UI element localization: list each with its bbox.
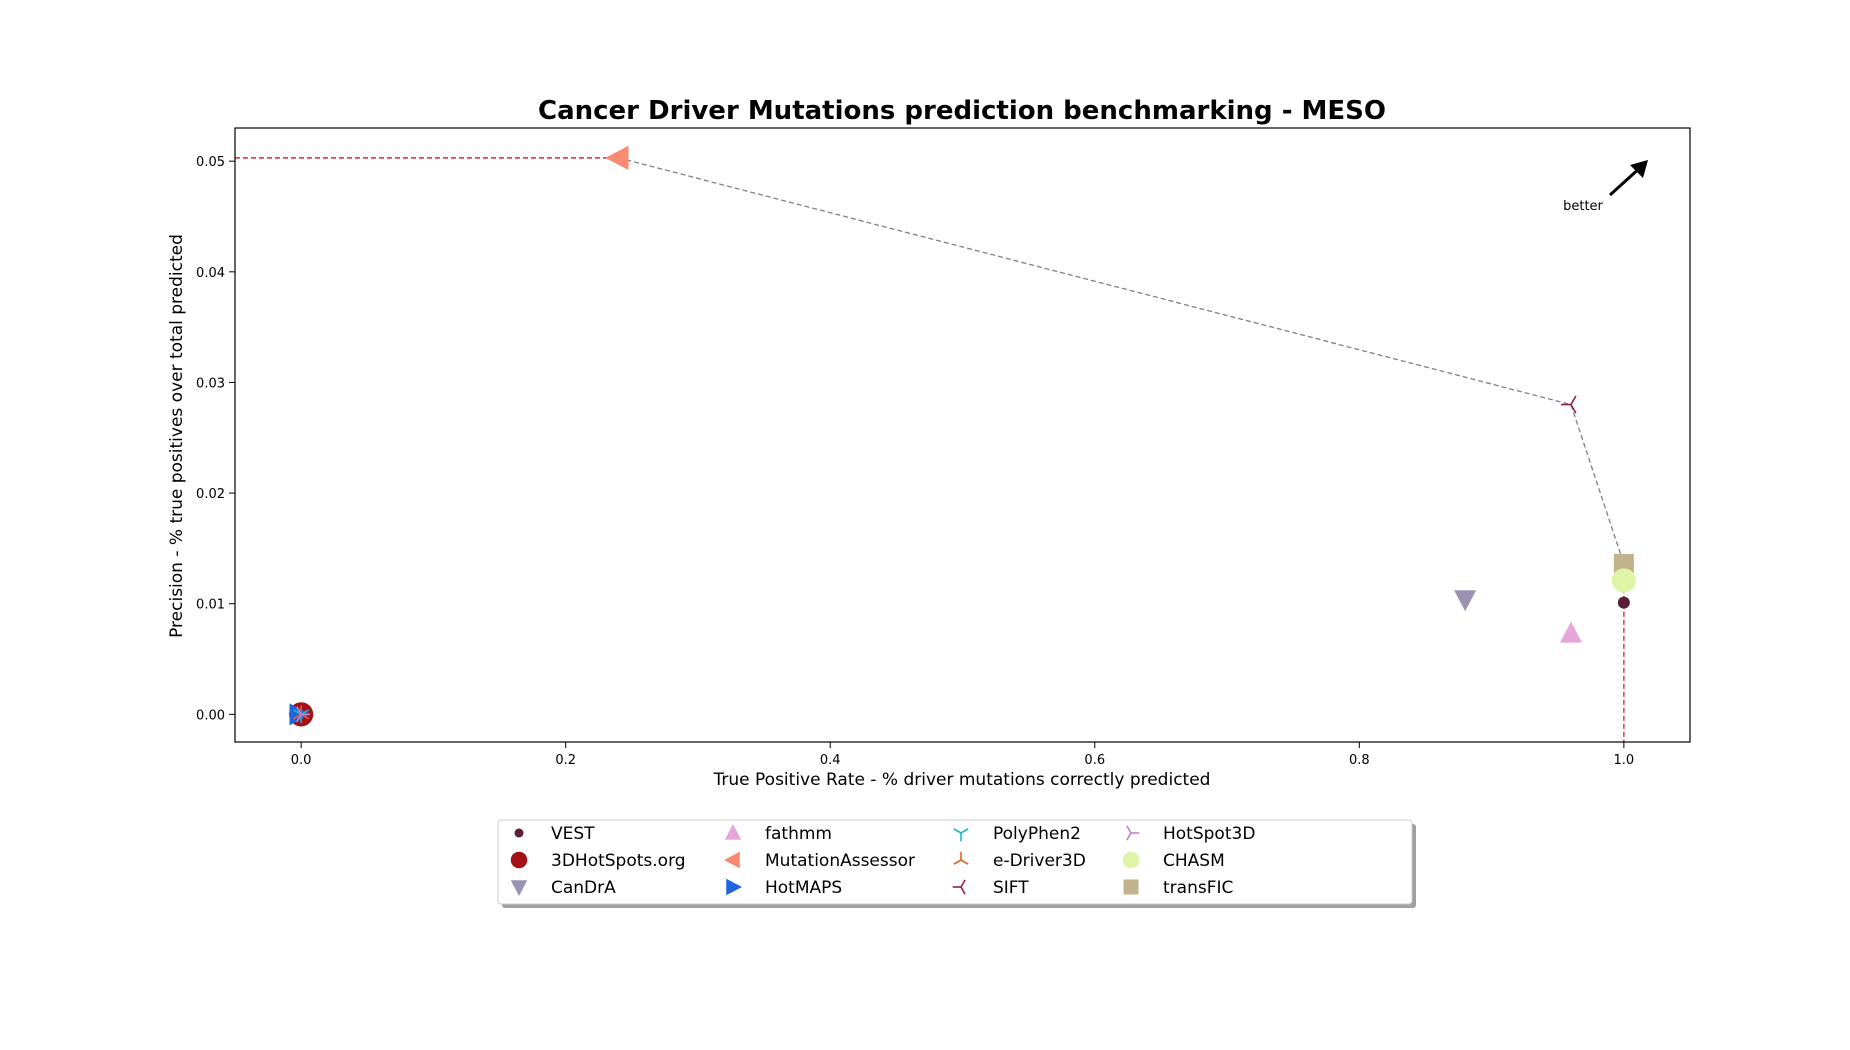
data-point-hotspot3d	[296, 706, 310, 723]
y-tick-label: 0.04	[196, 266, 225, 281]
plot-area: 0.0 0.2 0.4 0.6 0.8 1.0 0.00 0.01 0.02 0.03 0.04 0.…	[196, 127, 1691, 768]
legend-label-transfic: transFIC	[1163, 878, 1233, 898]
x-tick-label: 1.0	[1614, 753, 1635, 768]
legend-label-hotmaps: HotMAPS	[765, 878, 842, 898]
y-tick-label: 0.00	[196, 708, 225, 723]
legend-marker-mutationassessor	[724, 851, 740, 869]
data-point-fathmm	[1559, 621, 1582, 643]
x-axis-label: True Positive Rate - % driver mutations …	[713, 770, 1211, 790]
legend-label-polyphen2: PolyPhen2	[993, 824, 1081, 844]
legend-marker-sift	[952, 879, 966, 895]
legend-marker-transfic	[1123, 879, 1139, 895]
y-tick-label: 0.05	[196, 155, 225, 170]
x-tick-label: 0.4	[820, 753, 841, 768]
legend-label-vest: VEST	[551, 824, 595, 844]
legend-marker-hotspot3d	[1126, 825, 1140, 841]
legend-label-fathmm: fathmm	[765, 824, 832, 844]
legend-marker-e-driver3d	[953, 851, 969, 865]
better-annotation: better	[1563, 199, 1603, 214]
y-tick-label: 0.02	[196, 487, 225, 502]
legend-label-mutationassessor: MutationAssessor	[765, 851, 915, 871]
data-point-chasm	[1611, 568, 1636, 593]
data-point-transfic	[1613, 553, 1634, 574]
x-tick-label: 0.8	[1349, 753, 1370, 768]
legend-marker-candra	[510, 880, 528, 896]
y-tick-label: 0.01	[196, 598, 225, 613]
better-arrow	[1608, 160, 1648, 197]
data-point-vest	[1617, 596, 1630, 609]
legend-label-hotspot3d: HotSpot3D	[1163, 824, 1255, 844]
legend-marker-vest	[514, 828, 524, 838]
legend-marker-polyphen2	[953, 828, 969, 842]
data-point-candra	[1454, 590, 1477, 612]
x-tick-label: 0.2	[555, 753, 576, 768]
legend-label-3dhotspots-org: 3DHotSpots.org	[551, 851, 686, 871]
legend: VEST 3DHotSpots.org CanDrA fathmm MutationAs…	[497, 819, 1416, 908]
legend-marker-chasm	[1122, 851, 1140, 869]
legend-marker-hotmaps	[726, 878, 742, 896]
y-axis-label: Precision - % true positives over total …	[167, 234, 187, 638]
legend-label-candra: CanDrA	[551, 878, 616, 898]
chart-title: Cancer Driver Mutations prediction bench…	[538, 96, 1386, 126]
x-tick-label: 0.0	[291, 753, 312, 768]
legend-label-sift: SIFT	[993, 878, 1029, 898]
plot-frame	[234, 127, 1691, 743]
data-point-sift	[1561, 395, 1577, 414]
legend-label-e-driver3d: e-Driver3D	[993, 851, 1086, 871]
legend-label-chasm: CHASM	[1163, 851, 1225, 871]
data-point-mutationassessor	[605, 145, 629, 170]
legend-marker-3dhotspots-org	[510, 851, 528, 869]
y-tick-label: 0.03	[196, 376, 225, 391]
x-tick-label: 0.6	[1084, 753, 1105, 768]
legend-marker-fathmm	[724, 824, 742, 840]
